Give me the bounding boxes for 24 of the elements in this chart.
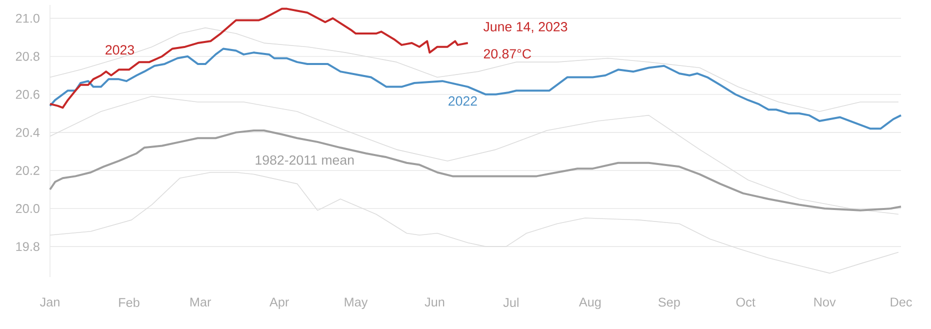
series-label: 2022 <box>448 96 477 106</box>
y-tick-label: 20.0 <box>16 204 40 214</box>
x-tick-label: Feb <box>119 298 140 308</box>
series-label: 1982-2011 mean <box>256 155 354 165</box>
y-tick-label: 20.8 <box>16 52 40 61</box>
y-tick-label: 19.8 <box>16 242 40 252</box>
annotation: June 14, 2023 <box>483 22 568 34</box>
x-tick-label: Jun <box>424 298 444 307</box>
x-tick-label: Mar <box>190 298 212 307</box>
x-tick-label: Sep <box>658 298 680 310</box>
y-tick-label: 20.6 <box>16 90 40 99</box>
y-tick-label: 21.0 <box>16 14 40 23</box>
x-tick-label: Jul <box>503 298 518 308</box>
x-tick-label: Aug <box>578 298 601 310</box>
y-tick-label: 20.4 <box>16 128 40 137</box>
x-tick-label: Nov <box>814 298 836 307</box>
x-tick-label: May <box>344 298 368 310</box>
annotation: 20.87°C <box>484 49 532 59</box>
x-tick-label: Oct <box>736 298 756 307</box>
x-tick-label: Dec <box>890 298 912 307</box>
x-tick-label: Jan <box>40 298 60 307</box>
y-tick-label: 20.2 <box>16 166 40 175</box>
x-tick-label: Apr <box>269 298 289 310</box>
series-label: 2023 <box>106 45 134 55</box>
